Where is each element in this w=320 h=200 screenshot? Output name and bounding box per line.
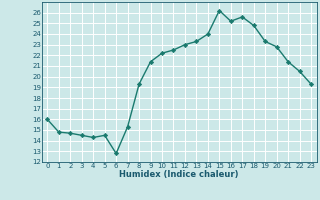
X-axis label: Humidex (Indice chaleur): Humidex (Indice chaleur) <box>119 170 239 179</box>
